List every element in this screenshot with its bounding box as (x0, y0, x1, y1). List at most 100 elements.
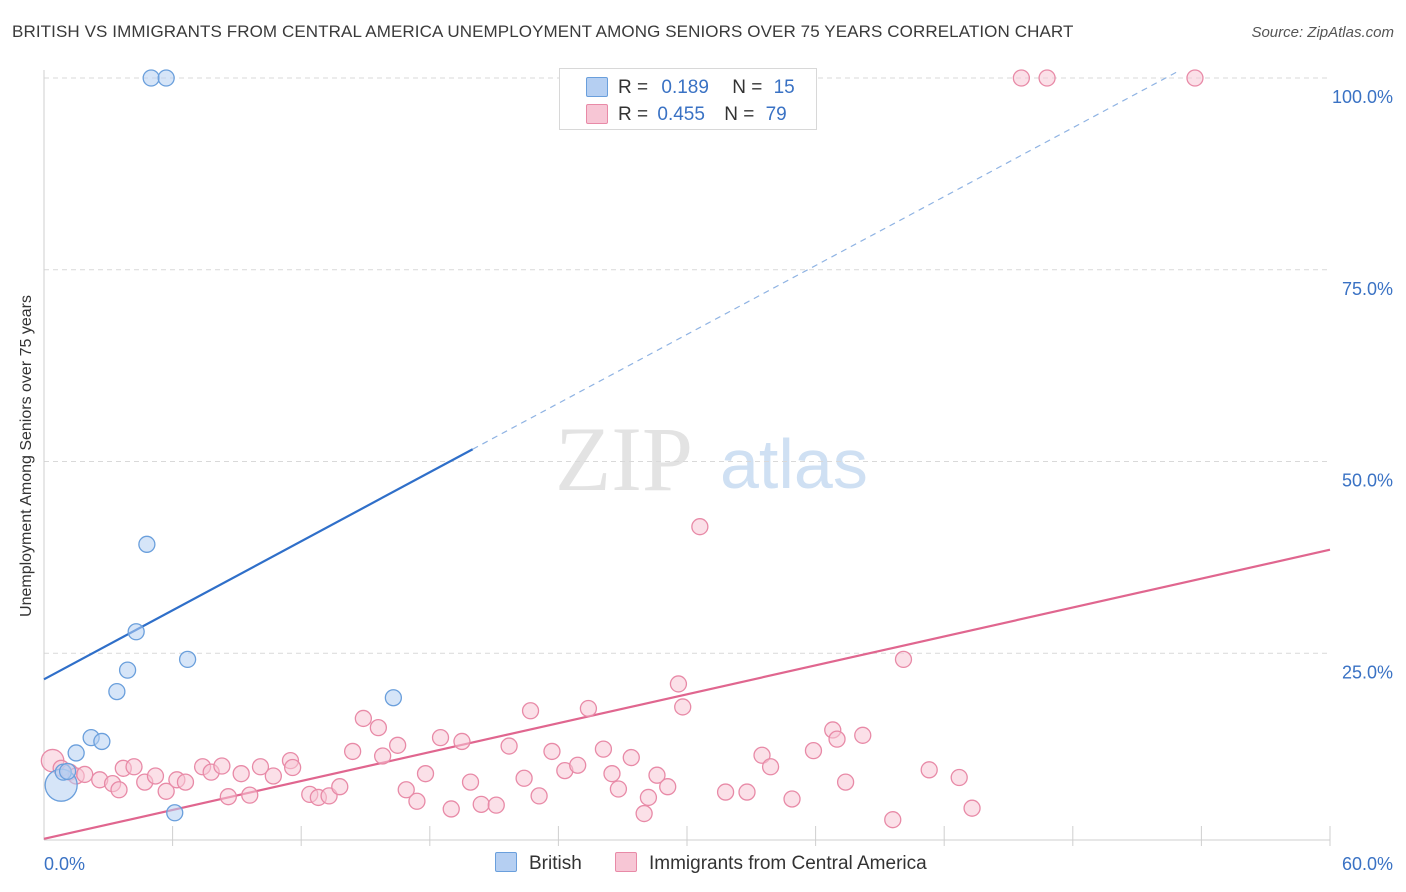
british-point (67, 744, 85, 762)
immigrants-point (884, 811, 902, 829)
x-tick-label-min: 0.0% (44, 854, 85, 874)
british-point (142, 69, 160, 87)
immigrants-point (408, 792, 426, 810)
immigrants-point (716, 783, 735, 801)
immigrants-point (388, 736, 407, 754)
immigrants-point (609, 780, 628, 798)
british-n-label: N = (732, 77, 763, 98)
chart-title: BRITISH VS IMMIGRANTS FROM CENTRAL AMERI… (12, 22, 1074, 41)
immigrants-point (530, 787, 548, 805)
immigrants-point (343, 742, 362, 761)
immigrants-point (594, 740, 613, 758)
y-axis-label: Unemployment Among Seniors over 75 years (18, 295, 35, 617)
bottom-immigrants-swatch (615, 852, 637, 872)
y-tick-label-100: 100.0% (1332, 87, 1393, 107)
immigrants-n-label: N = (724, 104, 755, 125)
bottom-legend-immigrants: Immigrants from Central America (615, 852, 927, 875)
y-tick-labels: 25.0% 50.0% 75.0% 100.0% (1332, 87, 1393, 682)
immigrants-point (453, 732, 471, 751)
immigrants-point (1038, 69, 1056, 87)
immigrants-point (579, 699, 598, 718)
immigrants-n-value: 79 (765, 104, 787, 125)
bottom-legend-british: British (495, 852, 582, 875)
immigrants-point (1186, 69, 1204, 87)
british-point (58, 762, 77, 781)
british-point (138, 535, 156, 553)
immigrants-point (125, 758, 143, 776)
british-n-value: 15 (773, 77, 795, 98)
immigrants-point (543, 742, 561, 761)
immigrants-point (603, 765, 621, 783)
immigrants-point (804, 742, 823, 760)
immigrants-point (515, 769, 533, 787)
immigrants-point (521, 702, 540, 720)
immigrants-point (431, 728, 450, 747)
immigrants-point (472, 795, 490, 813)
immigrants-point (442, 800, 460, 818)
immigrants-point (854, 726, 872, 744)
immigrants-point (950, 768, 968, 787)
immigrants-point (416, 765, 435, 783)
immigrants-point (354, 709, 373, 728)
immigrants-point (397, 781, 415, 799)
immigrants-r-value: 0.455 (657, 104, 705, 125)
x-ticks (172, 826, 1331, 846)
watermark-zip: ZIP (555, 408, 693, 510)
immigrants-point (251, 758, 270, 776)
y-tick-label-50: 50.0% (1342, 471, 1393, 491)
immigrants-point (963, 799, 981, 817)
immigrants-point (461, 773, 480, 791)
immigrants-point (264, 767, 282, 785)
immigrants-point (659, 778, 677, 796)
british-point (178, 650, 197, 669)
immigrants-point (569, 756, 587, 774)
immigrants-point (761, 758, 780, 776)
bottom-british-swatch (495, 852, 517, 872)
immigrants-point (674, 698, 692, 716)
immigrants-point (738, 783, 756, 801)
immigrants-point (76, 765, 94, 784)
immigrants-r-label: R = (618, 104, 649, 125)
stats-legend: R = 0.189 N = 15 R = 0.455 N = 79 (559, 68, 817, 130)
bottom-immigrants-label: Immigrants from Central America (649, 853, 927, 874)
immigrants-point (241, 786, 259, 804)
bottom-british-label: British (529, 853, 582, 874)
watermark: ZIP atlas (555, 408, 868, 510)
immigrants-point (648, 766, 666, 784)
x-tick-labels: 0.0% 60.0% (44, 854, 1393, 874)
immigrants-point (369, 718, 388, 737)
grid (44, 77, 1330, 654)
british-r-value: 0.189 (661, 77, 709, 98)
immigrants-point (622, 748, 640, 767)
y-tick-label-25: 25.0% (1342, 662, 1393, 682)
x-tick-label-max: 60.0% (1342, 854, 1393, 874)
british-trend-extension (472, 69, 1181, 450)
immigrants-point (500, 737, 518, 755)
british-r-label: R = (618, 77, 649, 98)
immigrants-point (487, 796, 505, 814)
british-point (157, 69, 175, 87)
immigrants-point (1012, 69, 1031, 87)
british-swatch (586, 77, 608, 97)
immigrants-point (753, 746, 771, 764)
immigrants-point (176, 773, 195, 791)
source-credit: Source: ZipAtlas.com (1251, 24, 1394, 41)
british-point (384, 689, 403, 707)
immigrants-point (110, 781, 128, 799)
british-point (93, 732, 111, 751)
immigrants-trend-line (43, 548, 1331, 840)
immigrants-point (232, 765, 250, 783)
immigrants-point (213, 757, 231, 775)
immigrants-point (691, 518, 709, 536)
data-points (40, 69, 1204, 829)
watermark-atlas: atlas (720, 425, 868, 503)
y-tick-label-75: 75.0% (1342, 279, 1393, 299)
immigrants-point (669, 675, 688, 693)
immigrants-point (894, 650, 913, 669)
immigrants-point (373, 747, 392, 765)
british-point (108, 682, 126, 701)
immigrants-point (639, 788, 658, 807)
immigrants-point (283, 758, 302, 777)
british-point (118, 661, 137, 679)
british-point (127, 623, 145, 641)
